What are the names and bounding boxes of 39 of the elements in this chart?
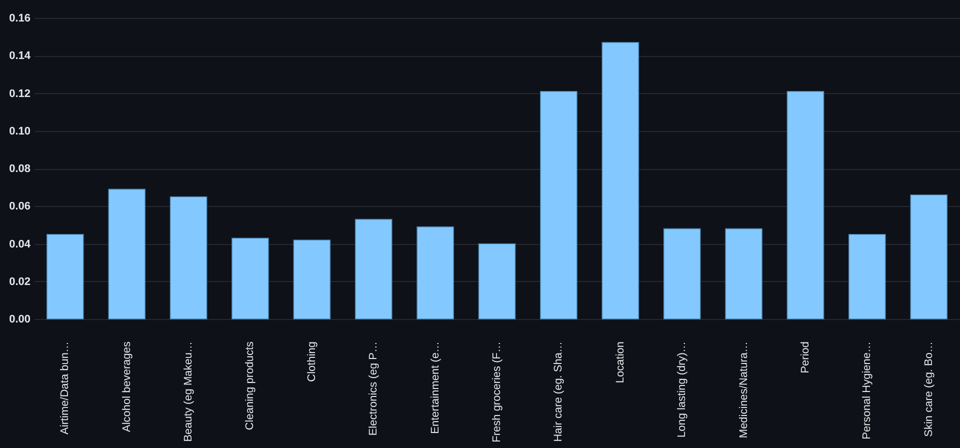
x-tick-label: Alcohol beverages [120,341,133,432]
y-tick-label: 0.00 [9,314,30,326]
bar [540,90,578,320]
x-tick-label: Location [614,342,626,384]
y-tick-label: 0.08 [9,163,30,175]
x-tick-label: Cleaning products [244,341,256,430]
x-tick-label: Clothing [306,342,318,382]
x-tick-label: Period [799,342,812,374]
x-tick-label: Electronics (eg P… [368,342,380,436]
x-tick-label: Medicines/Natura… [738,342,750,438]
bar [46,234,84,320]
x-tick-label: Entertainment (e… [429,342,442,434]
x-tick-label: Long lasting (dry)… [676,342,688,438]
bar [910,194,948,320]
y-tick-label: 0.10 [9,125,30,138]
bar [848,234,886,320]
bar [293,240,331,320]
x-tick-label: Skin care (eg. Bo… [922,342,935,437]
bar [416,226,454,320]
bar [663,228,701,320]
x-tick-label: Airtime/Data bun… [59,342,72,434]
y-tick-label: 0.06 [9,200,30,213]
bar [786,90,824,320]
y-tick-label: 0.02 [9,276,30,288]
x-tick-label: Personal Hygiene… [861,342,874,440]
bar [725,228,762,320]
y-tick-label: 0.12 [9,88,30,100]
bar [354,218,392,320]
x-tick-label: Fresh groceries (F… [491,342,503,442]
x-tick-label: Hair care (eg. Sha… [552,342,565,442]
y-tick-label: 0.14 [9,50,32,62]
bar [108,188,146,320]
y-tick-label: 0.16 [9,12,30,24]
bar [602,42,640,320]
y-tick-label: 0.04 [9,238,32,250]
bar [478,243,516,320]
x-tick-label: Beauty (eg Makeu… [182,342,195,442]
bar [170,196,208,320]
bar [232,238,269,320]
